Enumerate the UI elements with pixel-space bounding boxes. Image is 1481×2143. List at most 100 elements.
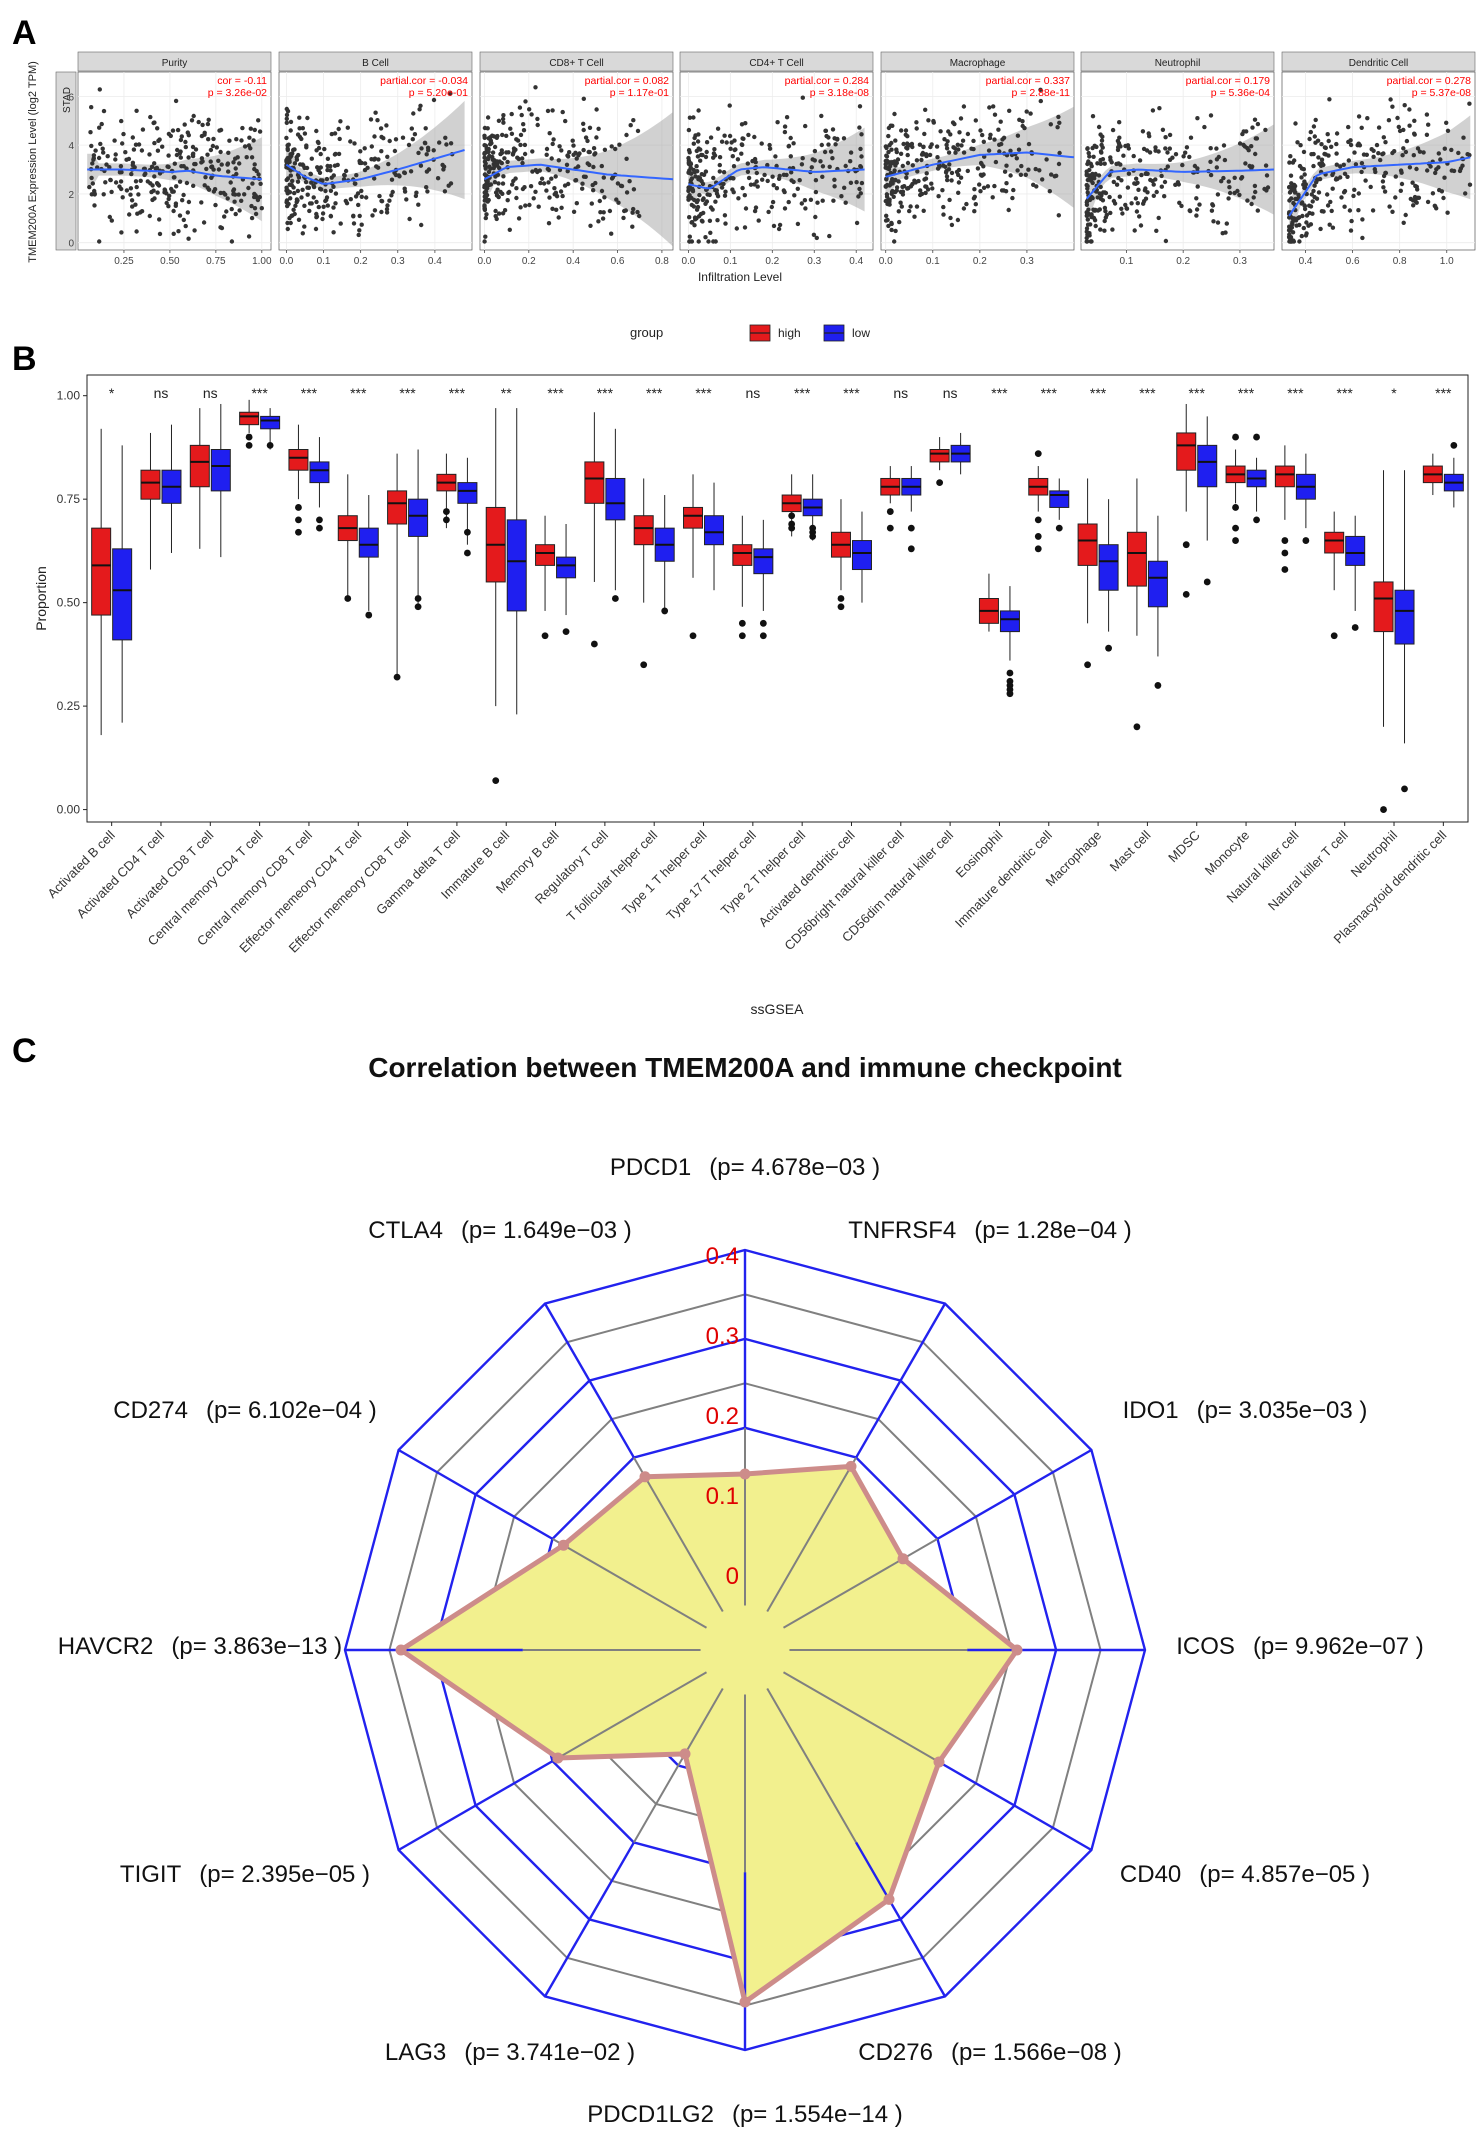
scatter-point [354, 173, 359, 178]
scatter-point [204, 166, 209, 172]
scatter-point [624, 156, 629, 161]
scatter-point [1214, 146, 1219, 151]
scatter-point [959, 143, 964, 148]
scatter-point [320, 216, 325, 222]
scatter-point [1184, 145, 1190, 150]
scatter-point [490, 150, 496, 155]
scatter-point [129, 171, 134, 177]
scatter-point [322, 146, 327, 152]
box-outlier [464, 528, 471, 536]
scatter-point [520, 156, 525, 161]
scatter-point [284, 188, 289, 193]
scatter-point [409, 126, 414, 131]
scatter-point [192, 228, 197, 233]
scatter-point [973, 118, 978, 123]
scatter-point [889, 227, 894, 233]
box-outlier [414, 595, 422, 602]
scatter-point [89, 143, 94, 149]
scatter-point [372, 176, 377, 181]
scatter-point [1117, 135, 1122, 140]
scatter-point [1415, 187, 1420, 192]
scatter-point [1245, 145, 1250, 151]
scatter-point [423, 126, 428, 131]
scatter-point [791, 179, 796, 185]
scatter-point [179, 134, 184, 139]
radar-axis-name: HAVCR2 [58, 1633, 154, 1660]
scatter-point [732, 147, 737, 153]
scatter-point [1146, 131, 1151, 136]
scatter-point [1141, 146, 1147, 152]
box-low [556, 556, 577, 579]
scatter-point [156, 138, 161, 143]
significance-label: *** [1238, 385, 1255, 401]
scatter-point [602, 147, 608, 152]
scatter-point [131, 147, 137, 152]
scatter-point [890, 188, 895, 194]
scatter-point [530, 149, 535, 154]
radar-axis-name: PDCD1LG2 [587, 2101, 714, 2128]
scatter-point [309, 156, 314, 161]
scatter-point [722, 133, 727, 138]
scatter-point [913, 180, 918, 185]
box-outlier [443, 516, 450, 524]
scatter-point [988, 132, 993, 137]
scatter-point [521, 122, 526, 127]
scatter-point [1084, 169, 1089, 174]
scatter-point [419, 146, 424, 151]
scatter-point [206, 117, 211, 123]
scatter-point [314, 199, 319, 205]
scatter-point [703, 154, 709, 160]
scatter-point [170, 189, 175, 194]
scatter-point [181, 192, 186, 198]
facet-stat-cor: partial.cor = 0.278 [1387, 75, 1472, 87]
scatter-point [1103, 190, 1109, 196]
scatter-point [113, 157, 118, 162]
scatter-point [1022, 125, 1027, 131]
scatter-point [992, 183, 997, 189]
facet-x-tick-label: 0.2 [765, 256, 779, 267]
scatter-point [886, 223, 891, 229]
box-outlier [1006, 690, 1014, 698]
scatter-point [832, 184, 837, 189]
scatter-point [97, 125, 102, 130]
scatter-point [777, 222, 783, 228]
significance-label: * [109, 385, 115, 401]
scatter-point [949, 178, 954, 183]
scatter-point [514, 195, 519, 201]
scatter-point [1381, 135, 1387, 140]
scatter-point [89, 175, 94, 181]
scatter-point [1222, 157, 1228, 163]
scatter-point [287, 215, 292, 221]
scatter-point [1313, 117, 1318, 123]
scatter-point [333, 201, 338, 206]
scatter-point [857, 186, 862, 192]
scatter-point [1117, 120, 1122, 125]
scatter-point [1057, 120, 1062, 126]
facet-strip [278, 51, 473, 72]
scatter-point [507, 227, 512, 232]
scatter-point [896, 209, 901, 214]
box-outlier [541, 632, 549, 640]
scatter-point [255, 197, 261, 203]
scatter-point [1378, 157, 1383, 163]
scatter-point [129, 198, 135, 203]
scatter-point [907, 208, 912, 214]
scatter-point [782, 129, 788, 135]
scatter-point [104, 162, 109, 167]
radar-spoke-outer [543, 1302, 635, 1459]
scatter-point [924, 152, 929, 157]
box-outlier [837, 595, 845, 602]
scatter-point [1292, 186, 1297, 192]
radar-axis-pvalue: (p= 4.857e−05 ) [1199, 1861, 1370, 1888]
scatter-point [703, 169, 709, 174]
box-high [288, 449, 309, 471]
scatter-point [1165, 150, 1170, 155]
scatter-point [1381, 151, 1386, 156]
scatter-point [812, 148, 818, 154]
scatter-point [1402, 103, 1407, 108]
facet-x-tick-label: 1.0 [1440, 256, 1454, 267]
radar-point [395, 1644, 407, 1656]
scatter-point [329, 175, 334, 180]
scatter-point [827, 233, 832, 239]
scatter-point [501, 113, 506, 118]
